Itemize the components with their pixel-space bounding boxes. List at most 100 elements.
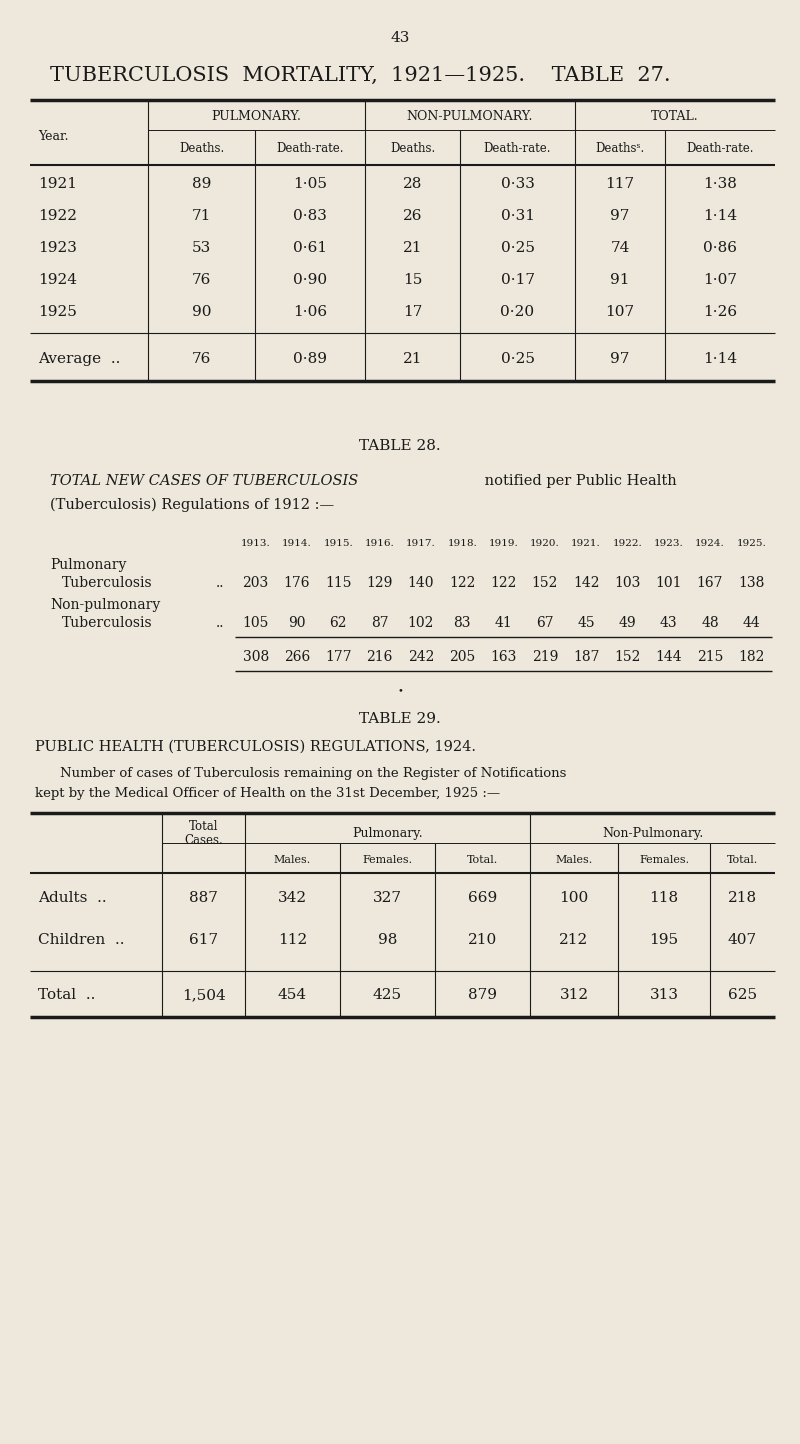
Text: Children  ..: Children .. <box>38 933 125 947</box>
Text: 1,504: 1,504 <box>182 988 226 1002</box>
Text: 97: 97 <box>610 209 630 224</box>
Text: 1923: 1923 <box>38 241 77 256</box>
Text: 76: 76 <box>192 273 211 287</box>
Text: 879: 879 <box>468 988 497 1002</box>
Text: 74: 74 <box>610 241 630 256</box>
Text: Death-rate.: Death-rate. <box>484 142 551 155</box>
Text: 17: 17 <box>403 305 422 319</box>
Text: 21: 21 <box>402 241 422 256</box>
Text: 219: 219 <box>532 650 558 664</box>
Text: 203: 203 <box>242 576 269 591</box>
Text: 1918.: 1918. <box>447 539 477 547</box>
Text: 0·90: 0·90 <box>293 273 327 287</box>
Text: notified per Public Health: notified per Public Health <box>480 474 677 488</box>
Text: 28: 28 <box>403 178 422 191</box>
Text: 152: 152 <box>532 576 558 591</box>
Text: Tuberculosis: Tuberculosis <box>62 617 153 630</box>
Text: 67: 67 <box>536 617 554 630</box>
Text: Year.: Year. <box>38 130 69 143</box>
Text: Deaths.: Deaths. <box>179 142 224 155</box>
Text: 142: 142 <box>573 576 599 591</box>
Text: Pulmonary.: Pulmonary. <box>352 826 423 839</box>
Text: 308: 308 <box>242 650 269 664</box>
Text: 617: 617 <box>189 933 218 947</box>
Text: TABLE 29.: TABLE 29. <box>359 712 441 726</box>
Text: 26: 26 <box>402 209 422 224</box>
Text: 218: 218 <box>728 891 757 905</box>
Text: 41: 41 <box>494 617 512 630</box>
Text: kept by the Medical Officer of Health on the 31st December, 1925 :—: kept by the Medical Officer of Health on… <box>35 787 500 800</box>
Text: 195: 195 <box>650 933 678 947</box>
Text: 625: 625 <box>728 988 757 1002</box>
Text: (Tuberculosis) Regulations of 1912 :—: (Tuberculosis) Regulations of 1912 :— <box>50 498 334 513</box>
Text: 0·31: 0·31 <box>501 209 534 224</box>
Text: 342: 342 <box>278 891 307 905</box>
Text: Total.: Total. <box>467 855 498 865</box>
Text: 176: 176 <box>284 576 310 591</box>
Text: TUBERCULOSIS  MORTALITY,  1921—1925.    TABLE  27.: TUBERCULOSIS MORTALITY, 1921—1925. TABLE… <box>50 65 670 85</box>
Text: 49: 49 <box>618 617 636 630</box>
Text: 43: 43 <box>660 617 678 630</box>
Text: TOTAL.: TOTAL. <box>651 111 699 124</box>
Text: 1·38: 1·38 <box>703 178 737 191</box>
Text: 100: 100 <box>559 891 589 905</box>
Text: 97: 97 <box>610 352 630 365</box>
Text: 152: 152 <box>614 650 641 664</box>
Text: 887: 887 <box>189 891 218 905</box>
Text: 0·61: 0·61 <box>293 241 327 256</box>
Text: 1·14: 1·14 <box>703 352 737 365</box>
Text: 45: 45 <box>578 617 595 630</box>
Text: 0·17: 0·17 <box>501 273 534 287</box>
Text: 91: 91 <box>610 273 630 287</box>
Text: Females.: Females. <box>362 855 413 865</box>
Text: Non-Pulmonary.: Non-Pulmonary. <box>602 826 703 839</box>
Text: 454: 454 <box>278 988 307 1002</box>
Text: 266: 266 <box>284 650 310 664</box>
Text: 102: 102 <box>408 617 434 630</box>
Text: 1921.: 1921. <box>571 539 601 547</box>
Text: 210: 210 <box>468 933 497 947</box>
Text: Average  ..: Average .. <box>38 352 120 365</box>
Text: 163: 163 <box>490 650 517 664</box>
Text: 115: 115 <box>325 576 351 591</box>
Text: PUBLIC HEALTH (TUBERCULOSIS) REGULATIONS, 1924.: PUBLIC HEALTH (TUBERCULOSIS) REGULATIONS… <box>35 739 476 754</box>
Text: 76: 76 <box>192 352 211 365</box>
Text: 1921: 1921 <box>38 178 77 191</box>
Text: 425: 425 <box>373 988 402 1002</box>
Text: 112: 112 <box>278 933 307 947</box>
Text: 1917.: 1917. <box>406 539 436 547</box>
Text: 83: 83 <box>454 617 471 630</box>
Text: 242: 242 <box>408 650 434 664</box>
Text: 216: 216 <box>366 650 393 664</box>
Text: 1923.: 1923. <box>654 539 684 547</box>
Text: Females.: Females. <box>639 855 689 865</box>
Text: Total: Total <box>189 820 218 833</box>
Text: 48: 48 <box>702 617 719 630</box>
Text: 105: 105 <box>242 617 269 630</box>
Text: 129: 129 <box>366 576 393 591</box>
Text: NON-PULMONARY.: NON-PULMONARY. <box>407 111 533 124</box>
Text: 1·05: 1·05 <box>293 178 327 191</box>
Text: Cases.: Cases. <box>184 835 223 848</box>
Text: 98: 98 <box>378 933 397 947</box>
Text: 1915.: 1915. <box>323 539 353 547</box>
Text: 1·26: 1·26 <box>703 305 737 319</box>
Text: Non-pulmonary: Non-pulmonary <box>50 598 160 612</box>
Text: Death-rate.: Death-rate. <box>276 142 344 155</box>
Text: 103: 103 <box>614 576 641 591</box>
Text: ..: .. <box>216 576 224 591</box>
Text: 138: 138 <box>738 576 765 591</box>
Text: Tuberculosis: Tuberculosis <box>62 576 153 591</box>
Text: 1919.: 1919. <box>489 539 518 547</box>
Text: 177: 177 <box>325 650 351 664</box>
Text: 1922.: 1922. <box>613 539 642 547</box>
Text: 1·06: 1·06 <box>293 305 327 319</box>
Text: 1924.: 1924. <box>695 539 725 547</box>
Text: 117: 117 <box>606 178 634 191</box>
Text: 187: 187 <box>573 650 599 664</box>
Text: 1925.: 1925. <box>737 539 766 547</box>
Text: 15: 15 <box>403 273 422 287</box>
Text: 407: 407 <box>728 933 757 947</box>
Text: 669: 669 <box>468 891 497 905</box>
Text: Adults  ..: Adults .. <box>38 891 106 905</box>
